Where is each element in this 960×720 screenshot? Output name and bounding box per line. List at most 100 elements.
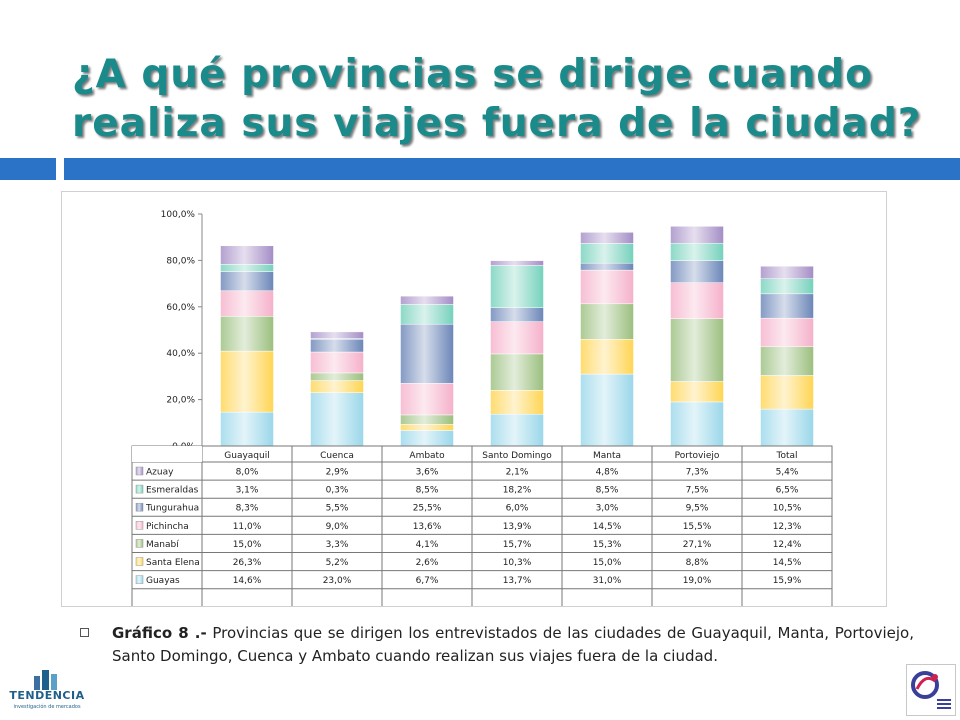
data-label: 10,3% [503, 558, 532, 568]
data-label: 7,3% [686, 468, 709, 478]
data-label: 13,7% [503, 576, 532, 586]
y-tick-label: 60,0% [166, 303, 195, 313]
legend-key-3 [135, 521, 144, 530]
tourism-logo [906, 664, 956, 716]
bar-segment-5-5 [670, 242, 724, 261]
legend-label: Azuay [146, 468, 174, 478]
data-label: 13,6% [413, 522, 442, 532]
bar-segment-3-0 [220, 290, 274, 317]
bar-segment-5-4 [580, 243, 634, 264]
bar-segment-5-3 [490, 265, 544, 308]
bar-segment-3-3 [490, 321, 544, 355]
bar-segment-1-1 [310, 380, 364, 393]
legend-key-4 [135, 502, 144, 512]
data-label: 8,8% [686, 558, 709, 568]
data-label: 15,3% [593, 540, 622, 550]
legend-key-1 [135, 557, 144, 566]
bar-segment-0-3 [490, 413, 544, 447]
data-label: 5,4% [776, 468, 799, 478]
y-tick-label: 100,0% [161, 210, 196, 220]
category-label: Santo Domingo [482, 451, 552, 461]
bar-segment-0-5 [670, 401, 724, 447]
stacked-bar-chart: 0,0%20,0%40,0%60,0%80,0%100,0%GuayaquilC… [61, 191, 887, 607]
data-label: 11,0% [233, 522, 262, 532]
data-label: 9,5% [686, 504, 709, 514]
bar-segment-6-1 [310, 331, 364, 339]
data-label: 6,0% [506, 504, 529, 514]
bar-segment-1-6 [760, 375, 814, 410]
bar-segment-0-6 [760, 408, 814, 447]
caption-bullet-icon [80, 628, 89, 637]
data-label: 27,1% [683, 540, 712, 550]
legend-label: Guayas [146, 576, 180, 586]
data-label: 0,3% [326, 486, 349, 496]
data-label: 15,0% [593, 558, 622, 568]
bar-segment-0-0 [220, 411, 274, 447]
data-label: 4,8% [596, 468, 619, 478]
bar-segment-6-5 [670, 226, 724, 244]
data-label: 10,5% [773, 504, 802, 514]
bar-segment-2-3 [490, 353, 544, 391]
data-label: 31,0% [593, 576, 622, 586]
bar-segment-3-4 [580, 269, 634, 305]
category-label: Ambato [409, 451, 445, 461]
buildings-icon [34, 670, 57, 690]
bar-segment-3-1 [310, 351, 364, 374]
bar-segment-5-2 [400, 304, 454, 325]
data-label: 3,1% [236, 486, 259, 496]
data-label: 3,3% [326, 540, 349, 550]
category-label: Guayaquil [224, 451, 269, 461]
bar-segment-6-3 [490, 260, 544, 266]
data-label: 19,0% [683, 576, 712, 586]
legend-label: Manabí [146, 540, 179, 550]
category-label: Manta [593, 451, 621, 461]
category-label: Portoviejo [675, 451, 720, 461]
bar-segment-1-2 [400, 424, 454, 431]
data-label: 2,9% [326, 468, 349, 478]
data-label: 5,2% [326, 558, 349, 568]
chart-svg: 0,0%20,0%40,0%60,0%80,0%100,0%GuayaquilC… [131, 210, 833, 606]
bar-segment-1-4 [580, 339, 634, 375]
bar-segment-4-3 [490, 307, 544, 322]
table-corner-blank [132, 446, 202, 462]
y-tick-label: 20,0% [166, 396, 195, 406]
legend-label: Tungurahua [145, 504, 199, 514]
bar-segment-2-0 [220, 316, 274, 352]
bar-segment-2-1 [310, 372, 364, 381]
data-label: 2,1% [506, 468, 529, 478]
title-rule-left [0, 158, 56, 180]
data-label: 13,9% [503, 522, 532, 532]
data-label: 12,3% [773, 522, 802, 532]
data-label: 15,5% [683, 522, 712, 532]
bar-segment-1-0 [220, 350, 274, 413]
data-label: 4,1% [416, 540, 439, 550]
bar-segment-4-0 [220, 271, 274, 292]
legend-label: Pichincha [146, 522, 189, 532]
bar-segment-2-5 [670, 318, 724, 382]
bar-segment-1-5 [670, 381, 724, 403]
data-label: 3,6% [416, 468, 439, 478]
data-label: 2,6% [416, 558, 439, 568]
tendencia-logo: TENDENCIA investigación de mercados [4, 668, 90, 716]
data-label: 8,0% [236, 468, 259, 478]
tourism-emblem-icon [911, 671, 951, 709]
bar-segment-3-5 [670, 282, 724, 319]
tendencia-logo-name: TENDENCIA [9, 689, 85, 702]
category-label: Total [775, 451, 797, 461]
caption-text: Provincias que se dirigen los entrevista… [112, 624, 914, 665]
tendencia-logo-tagline: investigación de mercados [13, 704, 81, 710]
bar-segment-5-6 [760, 278, 814, 295]
legend-label: Esmeraldas [146, 486, 199, 496]
bar-segment-4-6 [760, 293, 814, 319]
data-label: 8,5% [416, 486, 439, 496]
bar-segment-6-6 [760, 265, 814, 279]
bar-segment-6-4 [580, 232, 634, 244]
bar-segment-1-3 [490, 390, 544, 415]
category-label: Cuenca [320, 451, 354, 461]
bar-segment-4-4 [580, 262, 634, 271]
bar-segment-0-2 [400, 430, 454, 447]
legend-label: Santa Elena [146, 558, 200, 568]
data-label: 6,5% [776, 486, 799, 496]
data-label: 18,2% [503, 486, 532, 496]
legend-key-5 [135, 484, 144, 494]
